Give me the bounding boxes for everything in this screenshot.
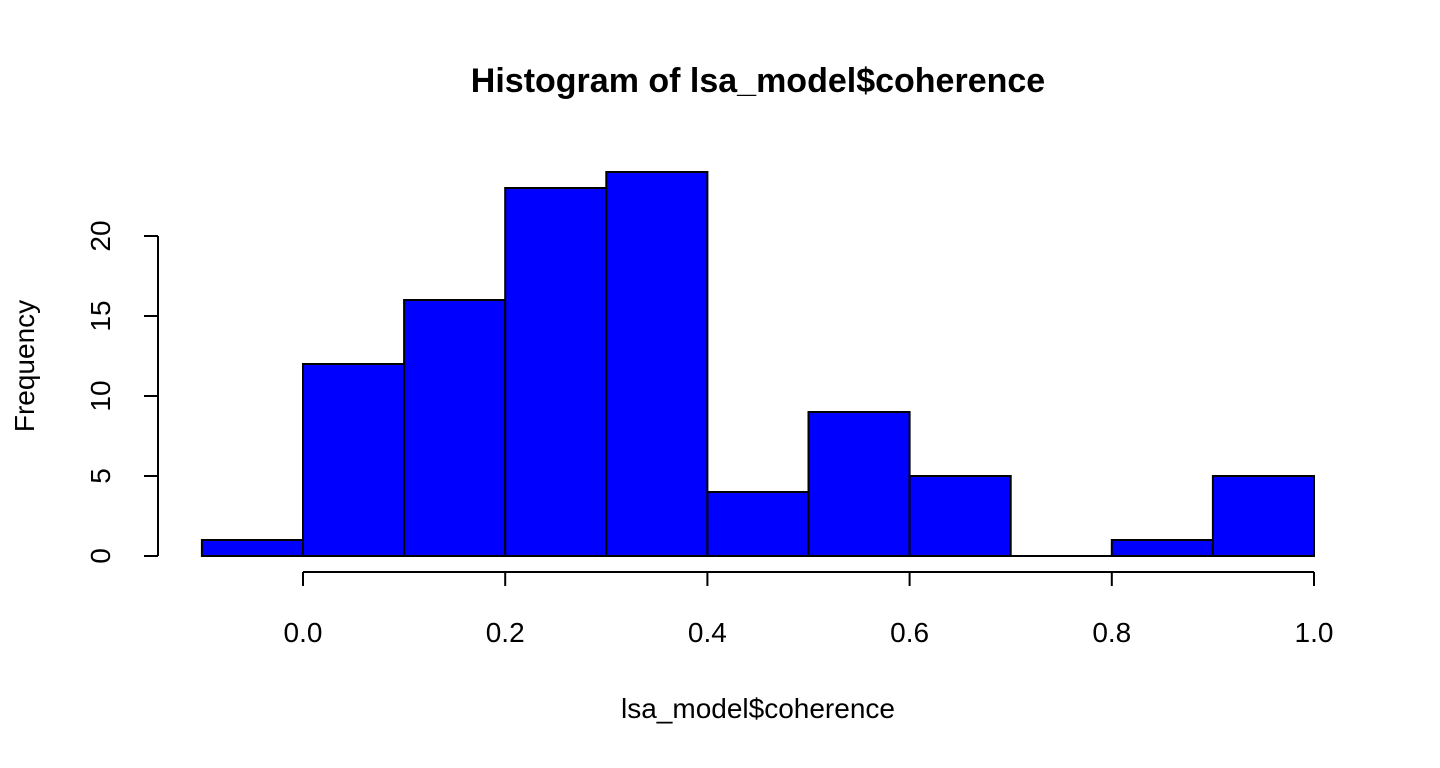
y-axis: 0 5 10 15 20: [85, 220, 159, 564]
x-axis: 0.0 0.2 0.4 0.6 0.8 1.0: [284, 571, 1334, 648]
y-tick-label: 15: [85, 300, 116, 331]
chart-title: Histogram of lsa_model$coherence: [471, 62, 1045, 100]
histogram-bar-3: [504, 187, 608, 557]
y-tick-label: 0: [85, 548, 116, 564]
histogram-bar-10: [1211, 475, 1316, 557]
y-tick-label: 20: [85, 220, 116, 251]
histogram-bar-0: [200, 539, 304, 557]
histogram-bar-6: [807, 411, 911, 557]
histogram-bar-1: [302, 363, 406, 557]
x-tick-label: 0.2: [486, 617, 525, 648]
x-tick-label: 0.8: [1092, 617, 1131, 648]
bars-group: [200, 171, 1316, 557]
y-tick-label: 5: [85, 468, 116, 484]
x-tick-label: 0.0: [284, 617, 323, 648]
histogram-bar-4: [605, 171, 709, 557]
histogram-bar-9: [1110, 539, 1214, 557]
histogram-bar-5: [706, 491, 810, 557]
x-axis-label: lsa_model$coherence: [621, 693, 895, 724]
histogram-bar-2: [403, 299, 507, 557]
y-axis-label: Frequency: [9, 300, 40, 432]
x-tick-label: 0.6: [890, 617, 929, 648]
x-tick-label: 0.4: [688, 617, 727, 648]
x-tick-label: 1.0: [1295, 617, 1334, 648]
y-tick-label: 10: [85, 380, 116, 411]
histogram-bar-7: [908, 475, 1012, 557]
